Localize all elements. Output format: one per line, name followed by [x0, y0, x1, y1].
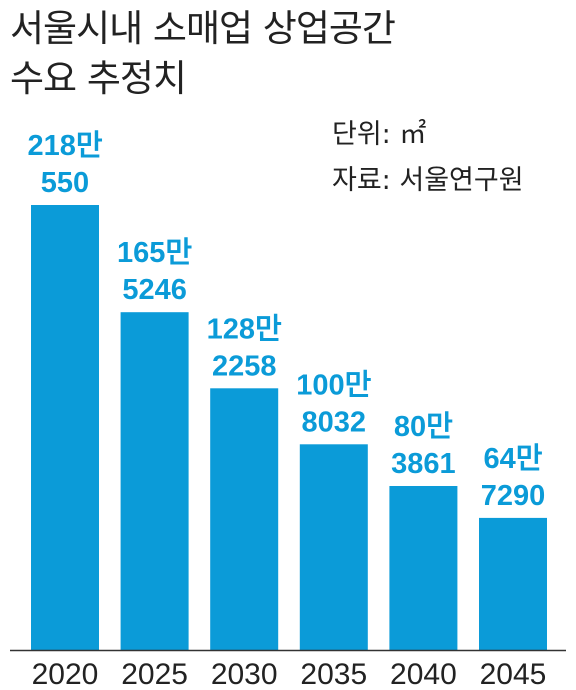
data-label-2020-2: 550: [41, 167, 89, 199]
title-line-1: 서울시내 소매업 상업공간: [10, 7, 396, 50]
title-line-2: 수요 추정치: [10, 57, 187, 100]
bar-2030: [210, 388, 279, 650]
data-label-2035-2: 8032: [302, 406, 367, 438]
data-label-2025-1: 165만: [117, 236, 192, 269]
x-tick-label-2035: 2035: [300, 658, 367, 690]
data-label-2040-2: 3861: [391, 448, 456, 480]
unit-note: 단위: ㎡: [332, 119, 427, 150]
data-label-2040-1: 80만: [394, 410, 453, 443]
bar-2040: [389, 486, 458, 650]
x-tick-label-2045: 2045: [480, 658, 547, 690]
x-tick-label-2040: 2040: [390, 658, 457, 690]
data-label-2025-2: 5246: [122, 274, 187, 306]
bar-2045: [479, 517, 547, 650]
data-label-2035-1: 100만: [296, 368, 371, 401]
bar-2025: [120, 312, 189, 650]
bar-2020: [31, 205, 99, 650]
data-label-2030-2: 2258: [212, 350, 277, 382]
x-tick-label-2025: 2025: [121, 658, 188, 690]
source-note: 자료: 서울연구원: [332, 165, 524, 196]
x-tick-label-2020: 2020: [32, 658, 99, 690]
data-label-2020-1: 218만: [27, 129, 102, 162]
data-label-2030-1: 128만: [207, 312, 282, 345]
chart-title: 서울시내 소매업 상업공간 수요 추정치: [10, 4, 480, 104]
data-label-2045-2: 7290: [481, 480, 546, 512]
bar-2035: [299, 444, 368, 650]
x-tick-label-2030: 2030: [211, 658, 278, 690]
data-label-2045-1: 64만: [484, 442, 543, 475]
